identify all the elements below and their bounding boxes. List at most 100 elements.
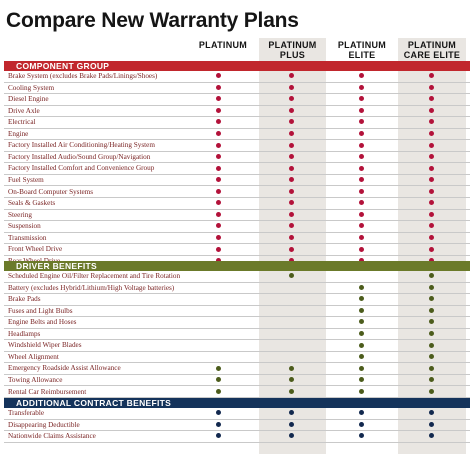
row-label: Cooling System <box>8 83 55 92</box>
coverage-dot-icon <box>428 365 434 371</box>
table-row: Seals & Gaskets <box>4 198 470 210</box>
coverage-dot-icon <box>288 73 294 79</box>
coverage-dot-icon <box>215 365 221 371</box>
coverage-dot-icon <box>358 421 364 427</box>
coverage-dot-icon <box>428 73 434 79</box>
coverage-dot-icon <box>358 188 364 194</box>
additional-benefits-header: ADDITIONAL CONTRACT BENEFITS <box>4 398 470 408</box>
coverage-dot-icon <box>358 258 364 264</box>
column-header-platinum-elite: PLATINUM ELITE <box>329 40 395 60</box>
table-row: Scheduled Engine Oil/Filter Replacement … <box>4 271 470 283</box>
coverage-dot-icon <box>428 307 434 313</box>
column-header-platinum: PLATINUM <box>190 40 256 50</box>
table-row: Steering <box>4 210 470 222</box>
coverage-dot-icon <box>288 131 294 137</box>
coverage-dot-icon <box>358 433 364 439</box>
table-row: Windshield Wiper Blades <box>4 340 470 352</box>
coverage-dot-icon <box>215 258 221 264</box>
coverage-dot-icon <box>428 234 434 240</box>
coverage-dot-icon <box>215 96 221 102</box>
coverage-dot-icon <box>428 377 434 383</box>
row-label: Electrical <box>8 118 36 127</box>
coverage-dot-icon <box>288 211 294 217</box>
coverage-dot-icon <box>358 354 364 360</box>
coverage-dot-icon <box>428 154 434 160</box>
table-row: Wheel Alignment <box>4 352 470 364</box>
coverage-dot-icon <box>428 211 434 217</box>
coverage-dot-icon <box>215 421 221 427</box>
row-label: Wheel Alignment <box>8 352 59 361</box>
coverage-dot-icon <box>358 142 364 148</box>
column-header-line1: PLATINUM <box>337 40 387 50</box>
row-label: Engine Belts and Hoses <box>8 318 77 327</box>
coverage-dot-icon <box>428 119 434 125</box>
coverage-dot-icon <box>428 188 434 194</box>
table-row: Electrical <box>4 117 470 129</box>
row-label: Factory Installed Comfort and Convenienc… <box>8 164 155 173</box>
table-row: Brake System (excludes Brake Pads/Lining… <box>4 71 470 83</box>
column-header-line2: PLUS <box>279 50 306 60</box>
row-label: Factory Installed Air Conditioning/Heati… <box>8 141 155 150</box>
column-header-line2: ELITE <box>348 50 376 60</box>
coverage-dot-icon <box>358 284 364 290</box>
table-row: Diesel Engine <box>4 94 470 106</box>
coverage-dot-icon <box>358 410 364 416</box>
table-row: Rental Car Reimbursement <box>4 387 470 399</box>
coverage-dot-icon <box>358 223 364 229</box>
table-row: Front Wheel Drive <box>4 244 470 256</box>
coverage-dot-icon <box>288 258 294 264</box>
table-row: Suspension <box>4 221 470 233</box>
coverage-dot-icon <box>215 410 221 416</box>
coverage-dot-icon <box>215 200 221 206</box>
coverage-dot-icon <box>358 319 364 325</box>
coverage-dot-icon <box>428 342 434 348</box>
table-row: On-Board Computer Systems <box>4 187 470 199</box>
coverage-dot-icon <box>358 307 364 313</box>
column-header-line1: PLATINUM <box>268 40 317 50</box>
coverage-dot-icon <box>358 296 364 302</box>
row-label: Brake System (excludes Brake Pads/Lining… <box>8 72 158 80</box>
coverage-dot-icon <box>288 223 294 229</box>
coverage-dot-icon <box>288 421 294 427</box>
table-row: Engine Belts and Hoses <box>4 317 470 329</box>
coverage-dot-icon <box>288 246 294 252</box>
table-row: Drive Axle <box>4 106 470 118</box>
row-label: Battery (excludes Hybrid/Lithium/High Vo… <box>8 283 175 292</box>
coverage-dot-icon <box>215 388 221 394</box>
coverage-dot-icon <box>358 154 364 160</box>
row-label: Drive Axle <box>8 106 40 115</box>
table-row: Fuses and Light Bulbs <box>4 306 470 318</box>
row-label: Front Wheel Drive <box>8 245 63 254</box>
page-title: Compare New Warranty Plans <box>6 9 299 32</box>
coverage-dot-icon <box>215 154 221 160</box>
coverage-dot-icon <box>288 234 294 240</box>
row-label: Towing Allowance <box>8 375 63 384</box>
row-label: Transmission <box>8 233 47 242</box>
coverage-dot-icon <box>358 246 364 252</box>
shaded-column-care-elite <box>398 38 466 454</box>
coverage-dot-icon <box>428 258 434 264</box>
row-label: Diesel Engine <box>8 95 49 104</box>
coverage-dot-icon <box>358 200 364 206</box>
coverage-dot-icon <box>358 96 364 102</box>
coverage-dot-icon <box>288 200 294 206</box>
coverage-dot-icon <box>215 246 221 252</box>
row-label: Brake Pads <box>8 295 41 304</box>
coverage-dot-icon <box>428 331 434 337</box>
row-label: Seals & Gaskets <box>8 199 56 208</box>
coverage-dot-icon <box>215 377 221 383</box>
coverage-dot-icon <box>428 223 434 229</box>
coverage-dot-icon <box>288 154 294 160</box>
coverage-dot-icon <box>428 296 434 302</box>
table-row: Brake Pads <box>4 294 470 306</box>
coverage-dot-icon <box>215 131 221 137</box>
coverage-dot-icon <box>288 107 294 113</box>
row-label: Engine <box>8 129 29 138</box>
coverage-dot-icon <box>358 107 364 113</box>
coverage-dot-icon <box>288 377 294 383</box>
driver-benefits-header: DRIVER BENEFITS <box>4 261 470 271</box>
coverage-dot-icon <box>428 433 434 439</box>
coverage-dot-icon <box>358 211 364 217</box>
coverage-dot-icon <box>428 273 434 279</box>
coverage-dot-icon <box>215 142 221 148</box>
